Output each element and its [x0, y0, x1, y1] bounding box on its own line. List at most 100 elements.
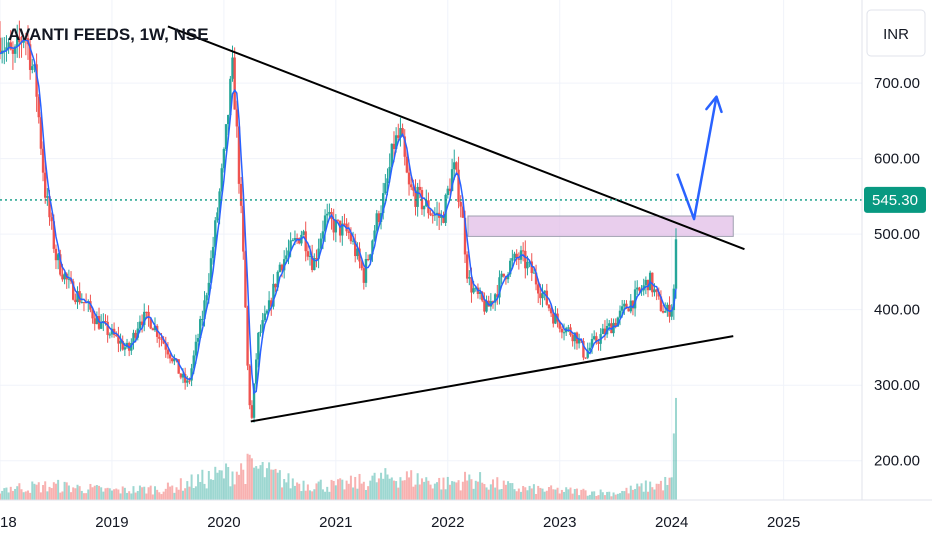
candle-body — [287, 250, 290, 256]
volume-bar — [136, 490, 139, 500]
candle-body — [347, 231, 350, 234]
volume-bar — [528, 485, 531, 500]
volume-bar — [304, 490, 307, 500]
volume-bar — [209, 479, 212, 500]
candle-body — [603, 328, 607, 335]
candle-body — [252, 383, 256, 418]
arrow-line[interactable] — [676, 96, 718, 221]
volume-bar — [377, 478, 380, 500]
volume-bar — [388, 478, 391, 500]
volume-bar — [674, 397, 677, 500]
candle-body — [145, 311, 148, 313]
price-scale[interactable] — [862, 0, 932, 500]
candle-body — [44, 172, 47, 198]
volume-bar — [330, 479, 333, 500]
candle-body — [601, 328, 604, 335]
volume-bar — [100, 487, 103, 500]
candle-body — [7, 42, 10, 48]
volume-bar — [313, 489, 316, 500]
volume-bar — [281, 487, 284, 500]
volume-bar — [545, 490, 548, 500]
volume-bar — [293, 485, 296, 500]
candle-body — [246, 307, 249, 366]
volume-bar — [397, 487, 400, 500]
volume-bar — [459, 490, 462, 500]
volume-bar — [433, 483, 436, 500]
volume-bar — [216, 472, 219, 500]
time-tick-label: 2019 — [95, 514, 128, 531]
candle-body — [373, 230, 376, 241]
candle-body — [95, 316, 99, 325]
volume-bar — [302, 480, 305, 500]
volume-bar — [487, 489, 490, 500]
volume-bar — [343, 489, 346, 500]
candle-body — [461, 206, 465, 218]
candle-body — [229, 78, 232, 116]
upper-trendline[interactable] — [167, 25, 745, 251]
resistance-zone[interactable] — [467, 215, 734, 237]
volume-bar — [466, 480, 469, 500]
candle-body — [112, 328, 116, 335]
lower-trendline[interactable] — [250, 335, 734, 423]
volume-bar — [653, 489, 656, 500]
volume-bar — [199, 481, 202, 500]
candle-body — [377, 213, 381, 222]
volume-bar — [332, 480, 335, 500]
volume-bar — [502, 480, 505, 500]
candle-body — [455, 162, 458, 170]
candle-body — [67, 278, 71, 280]
candle-body — [401, 128, 404, 137]
volume-bar — [115, 488, 118, 500]
candle-body — [136, 328, 139, 338]
volume-bar — [444, 489, 447, 500]
candle-body — [188, 380, 191, 382]
volume-bar — [321, 489, 324, 500]
volume-bar — [250, 458, 253, 500]
candle-body — [285, 255, 288, 260]
candle-body — [590, 339, 594, 348]
volume-bar — [526, 490, 529, 500]
volume-bar — [141, 487, 144, 500]
candle-body — [362, 268, 366, 283]
currency-button[interactable] — [866, 9, 926, 57]
candle-body — [334, 219, 338, 233]
volume-bar — [177, 489, 180, 500]
volume-bar — [649, 481, 652, 500]
candle-body — [99, 322, 103, 329]
volume-bar — [91, 487, 94, 500]
volume-bar — [369, 480, 372, 500]
volume-bar — [119, 493, 122, 500]
candle-body — [547, 304, 551, 309]
trendlines[interactable] — [167, 25, 745, 423]
candle-body — [308, 255, 312, 257]
candle-body — [48, 196, 51, 218]
volume-bar — [190, 474, 193, 500]
volume-bar — [599, 489, 602, 500]
candle-body — [276, 271, 279, 288]
volume-bar — [242, 469, 245, 500]
volume-bar — [39, 492, 42, 500]
candle-body — [171, 358, 174, 362]
volume-bar — [166, 482, 169, 500]
candle-body — [481, 291, 484, 301]
candle-body — [399, 128, 402, 138]
volume-bar — [67, 485, 70, 500]
volume-bar — [274, 468, 277, 500]
volume-bar — [672, 433, 675, 500]
volume-bar — [416, 473, 419, 500]
candle-body — [261, 320, 264, 332]
volume-bar — [237, 474, 240, 500]
candle-body — [616, 317, 620, 327]
volume-bar — [629, 485, 632, 500]
candle-body — [409, 184, 413, 188]
candle-body — [478, 291, 482, 295]
time-tick-label: 2024 — [655, 514, 688, 531]
candle-body — [343, 223, 346, 225]
candle-body — [158, 336, 161, 339]
candle-body — [560, 328, 564, 333]
zone-rect[interactable] — [467, 215, 734, 237]
volume-bar — [347, 483, 350, 500]
projection-arrow[interactable] — [676, 95, 723, 221]
candle-body — [306, 251, 310, 257]
